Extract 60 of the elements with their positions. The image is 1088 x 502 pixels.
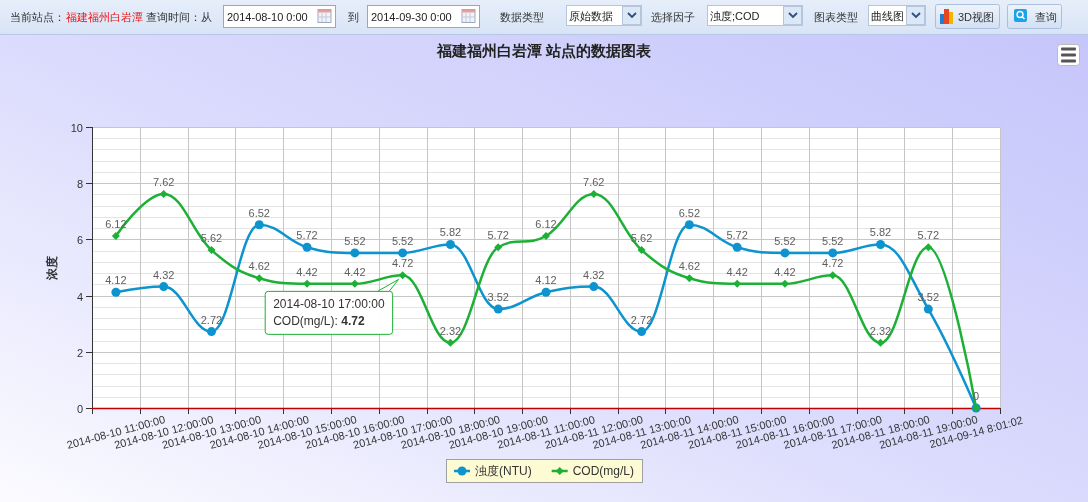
data-label: 4.12 bbox=[535, 274, 557, 287]
data-label: 4.32 bbox=[152, 268, 175, 281]
data-label: 4.42 bbox=[774, 265, 796, 278]
data-label: 4.42 bbox=[726, 265, 748, 278]
data-label: 5.82 bbox=[869, 226, 892, 239]
data-label: 4.72 bbox=[391, 257, 414, 270]
data-label: 6.52 bbox=[678, 206, 701, 219]
data-label: 5.72 bbox=[296, 229, 318, 242]
data-label: 4.32 bbox=[583, 268, 605, 281]
toolbar-label: 图表类型 bbox=[814, 11, 858, 23]
legend-label: COD(mg/L) bbox=[572, 464, 634, 478]
toolbar-label: 当前站点： bbox=[10, 11, 65, 23]
data-label: 5.52 bbox=[344, 234, 366, 247]
data-label: 4.42 bbox=[344, 265, 366, 278]
y-tick-label: 6 bbox=[76, 233, 83, 246]
data-label: 4.62 bbox=[248, 260, 270, 273]
toolbar-label: 到 bbox=[348, 11, 359, 23]
y-tick-label: 10 bbox=[70, 121, 83, 134]
data-label: 4.72 bbox=[822, 257, 844, 270]
data-label: 5.82 bbox=[439, 226, 462, 239]
data-label: 5.52 bbox=[774, 234, 796, 247]
select-value: 曲线图 bbox=[871, 10, 904, 22]
data-label: 7.62 bbox=[583, 175, 605, 188]
y-tick-label: 2 bbox=[76, 346, 83, 359]
legend-label: 浊度(NTU) bbox=[475, 464, 532, 478]
input-value: 2014-09-30 0:00 bbox=[371, 11, 452, 23]
toolbar-label: 选择因子 bbox=[651, 11, 695, 23]
y-tick-label: 8 bbox=[76, 177, 83, 190]
data-label: 5.72 bbox=[917, 229, 940, 242]
toolbar-label: 数据类型 bbox=[500, 11, 544, 23]
data-label: 2.32 bbox=[869, 324, 892, 337]
button-label: 查询 bbox=[1035, 11, 1057, 23]
data-label: 4.12 bbox=[105, 274, 127, 287]
data-label: 4.42 bbox=[296, 265, 318, 278]
data-label: 2.32 bbox=[439, 324, 462, 337]
data-label: 5.72 bbox=[487, 229, 509, 242]
select-value: 浊度;COD bbox=[710, 10, 760, 22]
data-label: 6.12 bbox=[535, 218, 557, 231]
title: 福建福州白岩潭 站点的数据图表 bbox=[436, 42, 652, 59]
y-tick-label: 4 bbox=[76, 290, 83, 303]
data-label: 5.72 bbox=[726, 229, 748, 242]
annotation: 2014-08-10 17:00:00 COD(mg/L): 4.72 bbox=[273, 297, 385, 329]
toolbar-label: 查询时间：从 bbox=[146, 11, 212, 23]
data-label: 5.62 bbox=[630, 232, 653, 245]
data-label: 2.72 bbox=[200, 313, 223, 326]
y-tick-label: 0 bbox=[76, 402, 83, 415]
data-label: 2.72 bbox=[630, 313, 653, 326]
data-label: 5.52 bbox=[822, 234, 844, 247]
data-label: 5.62 bbox=[200, 232, 223, 245]
data-label: 6.52 bbox=[248, 206, 270, 219]
button-label: 3D视图 bbox=[958, 11, 995, 23]
data-label: 4.62 bbox=[678, 260, 701, 273]
data-label: 7.62 bbox=[152, 175, 175, 188]
toolbar-label: 福建福州白岩潭 bbox=[66, 11, 143, 23]
tooltip: 2014-08-10 17:00:00 COD(mg/L): 4.72 bbox=[264, 278, 400, 335]
data-label: 5.52 bbox=[391, 234, 414, 247]
input-value: 2014-08-10 0:00 bbox=[227, 11, 308, 23]
ylabel: 浓度 bbox=[45, 255, 59, 280]
select-value: 原始数据 bbox=[569, 10, 613, 22]
data-label: 3.52 bbox=[487, 291, 509, 304]
